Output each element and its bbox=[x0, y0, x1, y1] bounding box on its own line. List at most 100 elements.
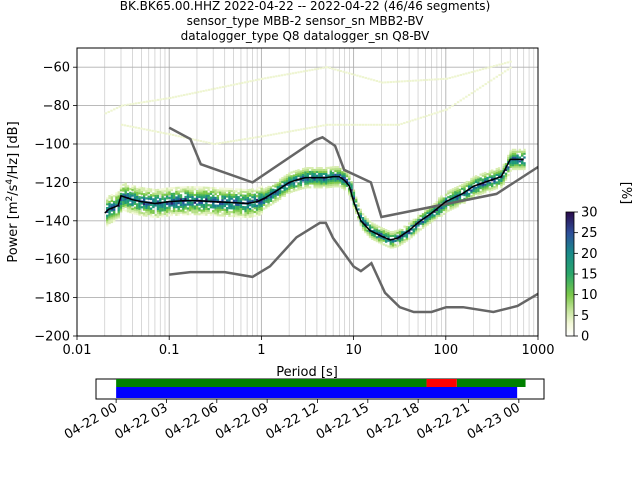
x-tick-label: 0.1 bbox=[159, 343, 180, 358]
density-cell bbox=[186, 195, 190, 198]
density-cell bbox=[295, 173, 298, 176]
density-cell bbox=[269, 199, 273, 202]
density-cell bbox=[481, 190, 485, 193]
density-cell-faint bbox=[277, 74, 281, 77]
density-cell bbox=[228, 187, 231, 191]
density-cell bbox=[412, 222, 416, 225]
density-cell bbox=[232, 193, 236, 197]
density-cell bbox=[239, 203, 243, 207]
density-cell bbox=[488, 187, 492, 190]
plot-frame bbox=[76, 47, 539, 337]
density-cell bbox=[205, 186, 208, 189]
density-cell bbox=[184, 190, 187, 193]
density-cell bbox=[451, 193, 455, 197]
density-cell bbox=[242, 198, 245, 201]
density-cell bbox=[149, 207, 153, 210]
density-cell bbox=[191, 186, 194, 189]
density-cell bbox=[359, 224, 362, 227]
density-cell bbox=[195, 211, 199, 214]
density-cell bbox=[235, 197, 238, 201]
density-cell bbox=[384, 238, 388, 241]
density-cell bbox=[490, 186, 494, 189]
density-cell bbox=[112, 212, 116, 215]
density-cell bbox=[463, 192, 466, 195]
density-cell bbox=[398, 243, 402, 247]
density-cell bbox=[265, 194, 268, 198]
noise-model-low-line bbox=[169, 221, 539, 314]
density-cell bbox=[237, 192, 240, 195]
colorbar-tick-label: 0 bbox=[581, 330, 589, 345]
density-cell bbox=[313, 184, 316, 187]
density-cell bbox=[371, 222, 374, 225]
density-cell bbox=[509, 159, 512, 163]
density-cell bbox=[115, 203, 118, 206]
density-cell bbox=[378, 231, 381, 234]
density-cell bbox=[186, 191, 190, 195]
density-cell bbox=[304, 186, 307, 189]
density-cell bbox=[463, 197, 466, 201]
density-cell bbox=[292, 189, 296, 193]
density-cell bbox=[168, 208, 171, 211]
density-cell bbox=[481, 174, 485, 177]
density-cell-faint bbox=[487, 81, 490, 84]
density-cell bbox=[235, 205, 238, 208]
density-cell bbox=[461, 187, 464, 190]
density-cell bbox=[216, 212, 220, 215]
density-cell bbox=[405, 237, 409, 240]
density-cell bbox=[433, 210, 436, 213]
density-cell bbox=[161, 209, 164, 212]
density-cell bbox=[115, 192, 118, 195]
density-cell bbox=[198, 203, 201, 206]
density-cell bbox=[186, 213, 190, 216]
density-cell bbox=[338, 167, 342, 171]
density-cell bbox=[175, 192, 178, 195]
density-cell bbox=[414, 232, 418, 235]
density-cell-faint bbox=[448, 76, 451, 79]
density-cell bbox=[216, 210, 220, 213]
density-cell bbox=[152, 198, 155, 201]
density-cell bbox=[232, 190, 236, 193]
density-cell bbox=[159, 205, 162, 209]
density-cell bbox=[292, 186, 296, 189]
density-cell bbox=[207, 207, 210, 211]
density-cell bbox=[364, 227, 367, 230]
density-cell bbox=[239, 205, 243, 209]
density-cell bbox=[315, 184, 319, 187]
density-cell bbox=[267, 185, 270, 189]
density-cell bbox=[352, 189, 356, 192]
density-cell bbox=[168, 214, 171, 217]
density-cell bbox=[520, 164, 524, 167]
density-cell bbox=[251, 190, 254, 193]
density-cell bbox=[214, 206, 217, 209]
density-cell bbox=[216, 198, 220, 202]
density-cell bbox=[115, 196, 118, 199]
density-cell bbox=[138, 211, 141, 214]
density-cell bbox=[341, 178, 344, 182]
density-cell bbox=[124, 209, 127, 212]
density-cell bbox=[177, 192, 180, 195]
density-cell bbox=[200, 192, 203, 195]
density-cell bbox=[357, 204, 360, 207]
density-cell bbox=[265, 206, 268, 209]
density-cell-faint bbox=[202, 140, 205, 143]
density-cell bbox=[269, 197, 273, 201]
density-cell-faint bbox=[134, 126, 138, 129]
density-cell bbox=[159, 213, 162, 216]
density-cell bbox=[315, 174, 319, 177]
density-cell-faint bbox=[436, 111, 439, 114]
density-cell-faint bbox=[154, 99, 157, 102]
density-cell bbox=[191, 201, 194, 204]
density-cell bbox=[435, 214, 439, 217]
density-cell bbox=[345, 175, 349, 178]
density-cell bbox=[112, 216, 116, 219]
density-cell bbox=[408, 228, 411, 231]
density-cell bbox=[223, 191, 227, 194]
density-cell bbox=[320, 172, 323, 175]
density-cell bbox=[225, 210, 229, 213]
density-cell bbox=[331, 183, 335, 186]
density-cell bbox=[122, 187, 125, 190]
density-cell bbox=[170, 192, 173, 196]
availability-tick-label: 04-23 00 bbox=[465, 400, 523, 442]
availability-tick-label: 04-22 03 bbox=[112, 400, 170, 442]
